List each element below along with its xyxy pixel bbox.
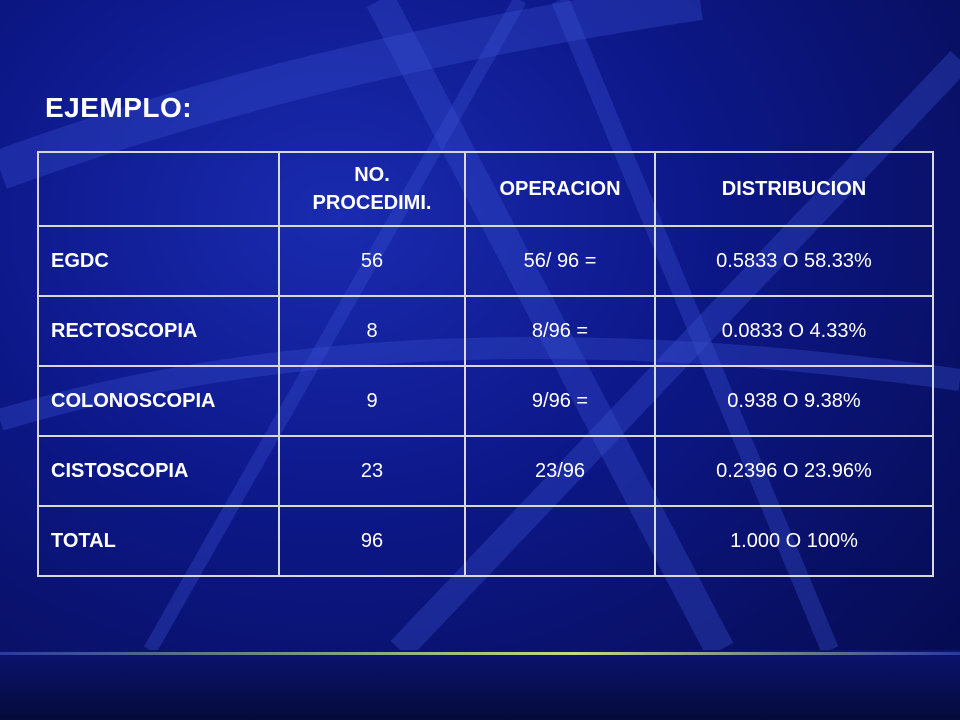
header-no-procedimientos: NO. PROCEDIMI.	[278, 151, 466, 227]
cell-count: 8	[278, 295, 466, 367]
cell-count: 96	[278, 505, 466, 577]
table-row: CISTOSCOPIA 23 23/96 0.2396 O 23.96%	[37, 435, 934, 507]
cell-count: 23	[278, 435, 466, 507]
cell-distribution: 0.938 O 9.38%	[654, 365, 934, 437]
cell-count: 9	[278, 365, 466, 437]
cell-distribution: 0.2396 O 23.96%	[654, 435, 934, 507]
slide-floor-line	[0, 652, 960, 655]
cell-operation: 9/96 =	[464, 365, 656, 437]
cell-operation: 8/96 =	[464, 295, 656, 367]
table-row: TOTAL 96 1.000 O 100%	[37, 505, 934, 577]
cell-operation	[464, 505, 656, 577]
cell-distribution: 0.0833 O 4.33%	[654, 295, 934, 367]
table-header-row: NO. PROCEDIMI. OPERACION DISTRIBUCION	[37, 151, 934, 227]
slide-floor	[0, 650, 960, 720]
cell-distribution: 0.5833 O 58.33%	[654, 225, 934, 297]
header-empty	[37, 151, 280, 227]
header-no-line2: PROCEDIMI.	[312, 192, 432, 214]
table-row: RECTOSCOPIA 8 8/96 = 0.0833 O 4.33%	[37, 295, 934, 367]
header-operacion: OPERACION	[464, 151, 656, 227]
slide-title: EJEMPLO:	[45, 92, 193, 123]
row-label: CISTOSCOPIA	[37, 435, 280, 507]
header-no-line1: NO.	[354, 164, 390, 186]
cell-count: 56	[278, 225, 466, 297]
row-label: TOTAL	[37, 505, 280, 577]
cell-distribution: 1.000 O 100%	[654, 505, 934, 577]
distribution-table: NO. PROCEDIMI. OPERACION DISTRIBUCION EG…	[37, 151, 934, 577]
table-row: COLONOSCOPIA 9 9/96 = 0.938 O 9.38%	[37, 365, 934, 437]
table-row: EGDC 56 56/ 96 = 0.5833 O 58.33%	[37, 225, 934, 297]
row-label: RECTOSCOPIA	[37, 295, 280, 367]
row-label: EGDC	[37, 225, 280, 297]
cell-operation: 56/ 96 =	[464, 225, 656, 297]
row-label: COLONOSCOPIA	[37, 365, 280, 437]
cell-operation: 23/96	[464, 435, 656, 507]
header-distribucion: DISTRIBUCION	[654, 151, 934, 227]
